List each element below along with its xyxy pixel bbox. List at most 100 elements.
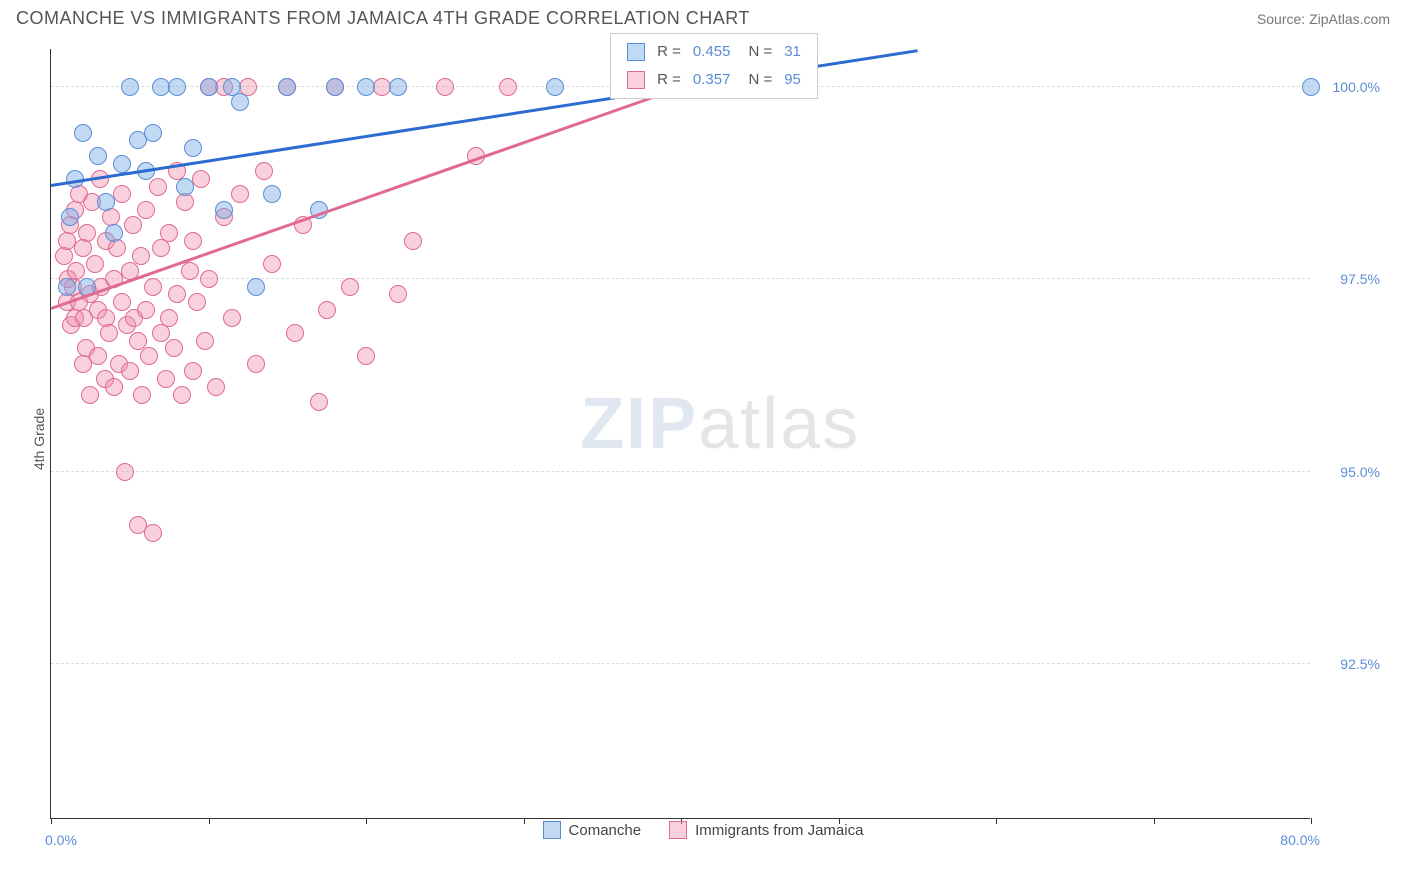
data-point [121,78,139,96]
legend-label: Comanche [569,822,642,839]
y-tick-label: 92.5% [1320,656,1380,672]
data-point [144,278,162,296]
data-point [165,339,183,357]
data-point [105,378,123,396]
data-point [160,224,178,242]
data-point [78,224,96,242]
data-point [152,324,170,342]
data-point [124,216,142,234]
data-point [247,278,265,296]
data-point [200,270,218,288]
gridline [51,663,1310,664]
legend-swatch [669,821,687,839]
stats-r-label: R = [651,66,687,94]
data-point [55,247,73,265]
data-point [181,262,199,280]
data-point [286,324,304,342]
data-point [144,524,162,542]
data-point [318,301,336,319]
data-point [152,239,170,257]
data-point [207,378,225,396]
data-point [255,162,273,180]
stats-n-value: 31 [778,38,807,66]
source-attribution: Source: ZipAtlas.com [1257,11,1390,27]
data-point [86,255,104,273]
data-point [105,224,123,242]
data-point [192,170,210,188]
data-point [436,78,454,96]
data-point [108,239,126,257]
legend-item: Comanche [543,821,642,839]
data-point [499,78,517,96]
data-point [133,386,151,404]
data-point [144,124,162,142]
data-point [168,285,186,303]
data-point [160,309,178,327]
stats-swatch [627,43,645,61]
data-point [196,332,214,350]
source-prefix: Source: [1257,11,1309,27]
watermark-bold: ZIP [580,384,698,464]
data-point [176,193,194,211]
data-point [137,301,155,319]
data-point [132,247,150,265]
data-point [341,278,359,296]
stats-n-label: N = [736,38,778,66]
data-point [200,78,218,96]
source-link[interactable]: ZipAtlas.com [1309,11,1390,27]
data-point [140,347,158,365]
data-point [58,278,76,296]
data-point [546,78,564,96]
data-point [310,393,328,411]
chart-title: COMANCHE VS IMMIGRANTS FROM JAMAICA 4TH … [16,8,750,29]
y-tick-label: 97.5% [1320,271,1380,287]
watermark: ZIPatlas [580,383,860,465]
data-point [215,201,233,219]
legend-item: Immigrants from Jamaica [669,821,863,839]
data-point [176,178,194,196]
plot-region: ZIPatlas 92.5%95.0%97.5%100.0%0.0%80.0%R… [50,49,1310,819]
data-point [89,147,107,165]
data-point [263,255,281,273]
stats-r-value: 0.357 [687,66,737,94]
data-point [188,293,206,311]
stats-r-label: R = [651,38,687,66]
data-point [173,386,191,404]
data-point [247,355,265,373]
legend-label: Immigrants from Jamaica [695,822,863,839]
gridline [51,471,1310,472]
data-point [113,185,131,203]
data-point [389,78,407,96]
data-point [113,155,131,173]
data-point [278,78,296,96]
data-point [389,285,407,303]
data-point [113,293,131,311]
data-point [81,386,99,404]
data-point [97,193,115,211]
y-tick-label: 95.0% [1320,464,1380,480]
data-point [74,124,92,142]
data-point [357,78,375,96]
data-point [116,463,134,481]
data-point [100,324,118,342]
data-point [157,370,175,388]
watermark-light: atlas [698,384,860,464]
data-point [121,362,139,380]
data-point [231,93,249,111]
data-point [326,78,344,96]
stats-swatch [627,71,645,89]
chart-area: 4th Grade ZIPatlas 92.5%95.0%97.5%100.0%… [0,29,1406,849]
data-point [74,239,92,257]
data-point [137,201,155,219]
data-point [223,309,241,327]
data-point [184,139,202,157]
data-point [404,232,422,250]
stats-n-value: 95 [778,66,807,94]
y-tick-label: 100.0% [1320,79,1380,95]
y-axis-label: 4th Grade [31,408,47,470]
legend-swatch [543,821,561,839]
data-point [263,185,281,203]
data-point [61,208,79,226]
chart-header: COMANCHE VS IMMIGRANTS FROM JAMAICA 4TH … [0,0,1406,29]
data-point [1302,78,1320,96]
